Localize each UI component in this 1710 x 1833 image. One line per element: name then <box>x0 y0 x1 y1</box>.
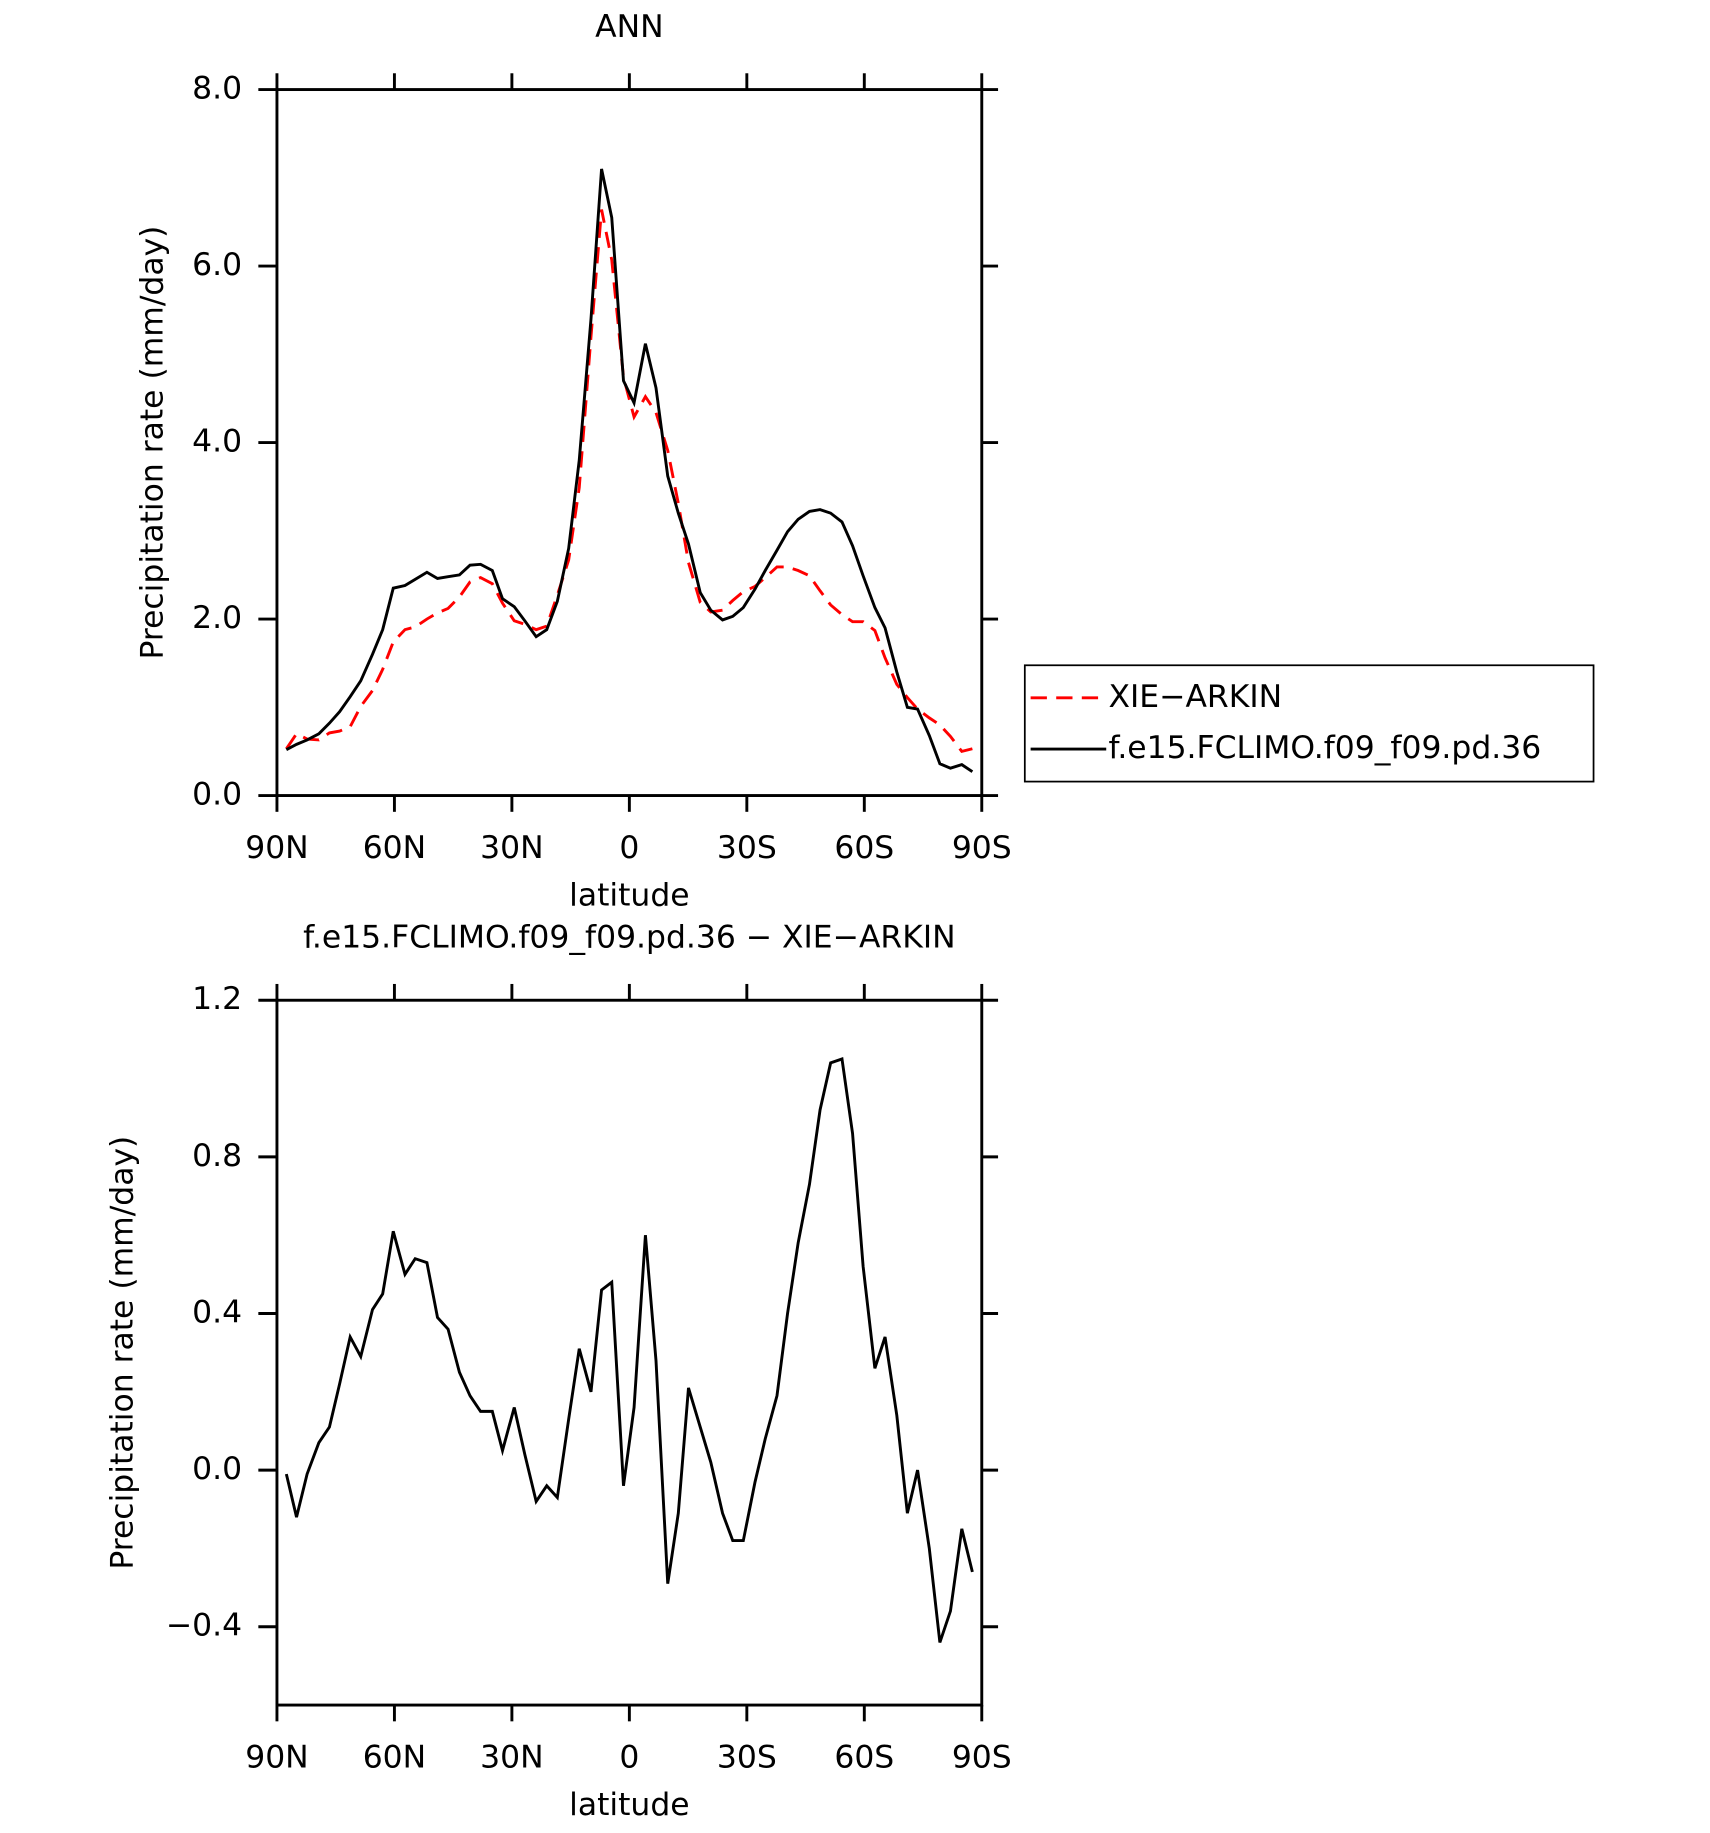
y-axis-label: Precipitation rate (mm/day) <box>104 1136 140 1570</box>
x-tick-label: 60S <box>834 830 894 866</box>
x-tick-label: 0 <box>619 1740 639 1776</box>
legend-box <box>1023 664 1595 783</box>
y-tick-label: 0.4 <box>192 1294 242 1330</box>
y-tick-label: 0.8 <box>192 1138 242 1174</box>
legend-label: f.e15.FCLIMO.f09_f09.pd.36 <box>1109 730 1542 766</box>
chart-title: ANN <box>595 9 663 45</box>
plot-frame <box>275 998 984 1707</box>
x-tick-label: 90N <box>245 1740 308 1776</box>
x-tick-label: 30S <box>717 1740 777 1776</box>
y-tick-label: 4.0 <box>192 424 242 460</box>
x-tick-label: 90N <box>245 830 308 866</box>
x-axis-label: latitude <box>569 878 689 914</box>
chart-title: f.e15.FCLIMO.f09_f09.pd.36 − XIE−ARKIN <box>303 920 955 956</box>
x-axis-label: latitude <box>569 1787 689 1823</box>
data-line <box>284 1057 974 1643</box>
x-tick-label: 30N <box>480 1740 543 1776</box>
legend-label: XIE−ARKIN <box>1109 679 1283 715</box>
x-tick-label: 30N <box>480 830 543 866</box>
x-tick-label: 90S <box>952 830 1012 866</box>
y-axis-label: Precipitation rate (mm/day) <box>135 226 171 660</box>
x-tick-label: 60S <box>834 1740 894 1776</box>
y-tick-label: 2.0 <box>192 600 242 636</box>
x-tick-label: 0 <box>619 830 639 866</box>
y-tick-label: 8.0 <box>192 71 242 107</box>
plot-frame <box>275 88 984 797</box>
x-tick-label: 60N <box>363 830 426 866</box>
y-tick-label: 0.0 <box>192 777 242 813</box>
y-tick-label: 0.0 <box>192 1451 242 1487</box>
x-tick-label: 60N <box>363 1740 426 1776</box>
x-tick-label: 30S <box>717 830 777 866</box>
data-line <box>285 209 973 754</box>
y-tick-label: −0.4 <box>166 1608 242 1644</box>
x-tick-label: 90S <box>952 1740 1012 1776</box>
y-tick-label: 6.0 <box>192 247 242 283</box>
data-line <box>285 168 974 773</box>
y-tick-label: 1.2 <box>192 981 242 1017</box>
